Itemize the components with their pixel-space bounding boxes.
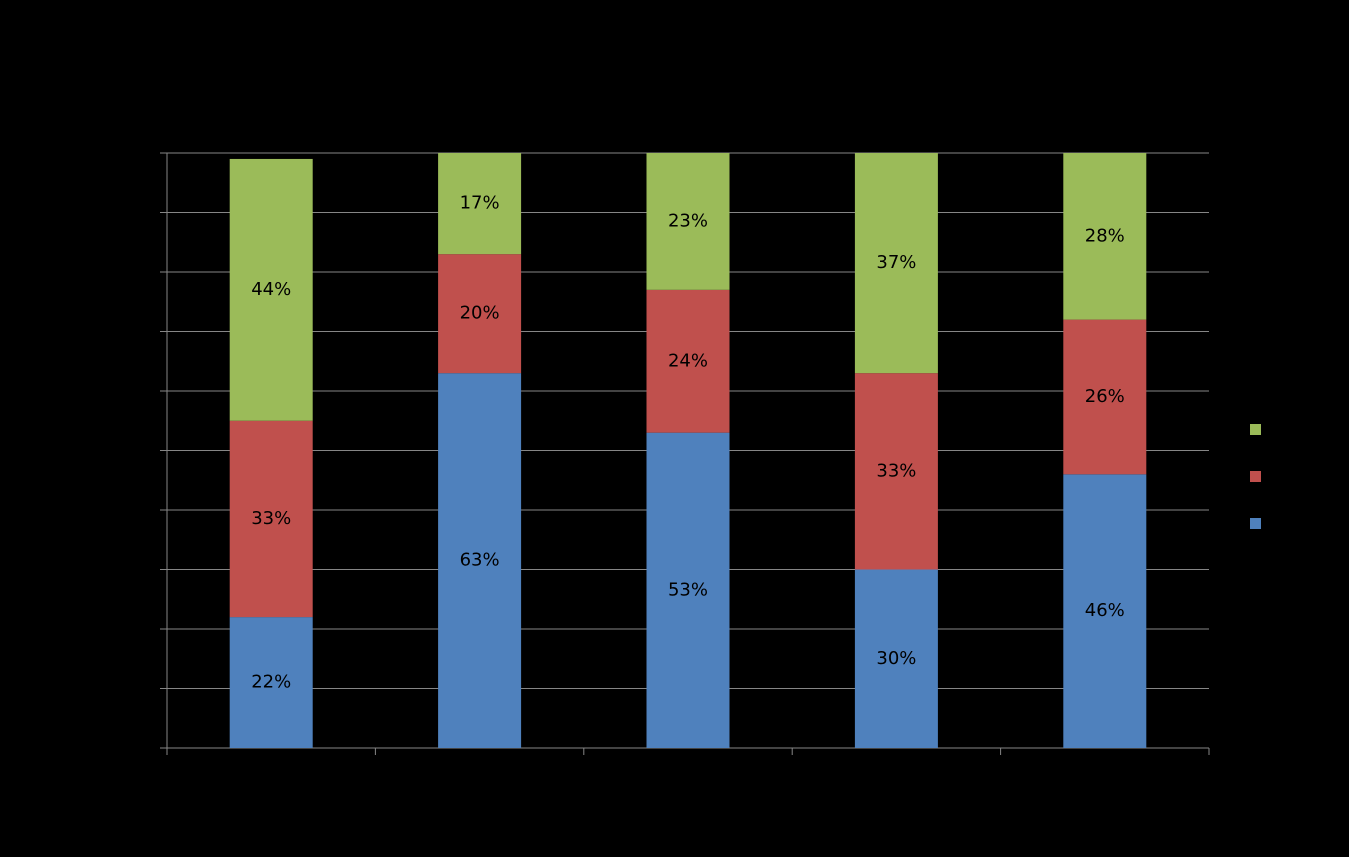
legend-swatch [1250, 424, 1261, 435]
bar-segment [1063, 474, 1147, 748]
value-label: 30% [876, 648, 916, 669]
bar-segment [854, 569, 938, 748]
value-label: 26% [1085, 386, 1125, 407]
bar-segment [854, 153, 938, 374]
value-label: 17% [460, 193, 500, 214]
bar-segment [646, 153, 730, 290]
value-label: 24% [668, 350, 708, 371]
value-label: 20% [460, 303, 500, 324]
bar-segment [229, 158, 313, 421]
value-label: 33% [876, 460, 916, 481]
bar-segment [229, 617, 313, 748]
value-label: 44% [251, 279, 291, 300]
bar-segment [438, 153, 522, 255]
bar-segment [854, 373, 938, 570]
value-label: 37% [876, 252, 916, 273]
bar-segment [646, 289, 730, 433]
value-label: 33% [251, 508, 291, 529]
value-label: 46% [1085, 600, 1125, 621]
value-label: 28% [1085, 225, 1125, 246]
bar-segment [1063, 153, 1147, 320]
bar-segment [438, 373, 522, 748]
bar-segment [1063, 319, 1147, 475]
bar-segment [229, 420, 313, 618]
value-label: 63% [460, 550, 500, 571]
legend-swatch [1250, 518, 1261, 529]
value-label: 23% [668, 210, 708, 231]
bar-segment [646, 432, 730, 748]
value-label: 22% [251, 672, 291, 693]
bar-segment [438, 254, 522, 374]
value-label: 53% [668, 579, 708, 600]
legend-swatch [1250, 471, 1261, 482]
